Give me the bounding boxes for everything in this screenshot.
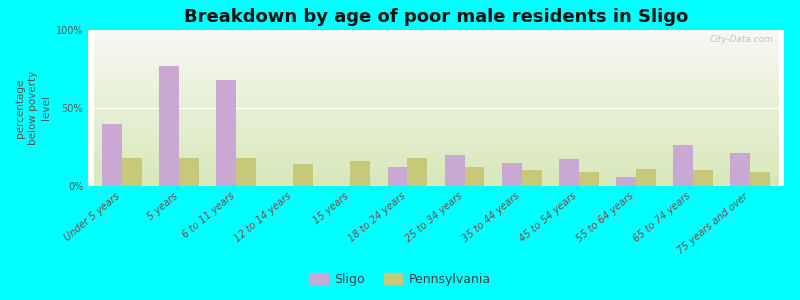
Bar [636, 169, 656, 186]
Bar [673, 146, 693, 186]
Bar [558, 160, 578, 186]
Bar [236, 158, 256, 186]
Bar [159, 66, 179, 186]
Bar [578, 172, 598, 186]
Bar [216, 80, 236, 186]
Bar [350, 161, 370, 186]
Legend: Sligo, Pennsylvania: Sligo, Pennsylvania [304, 268, 496, 291]
Bar [445, 155, 465, 186]
Bar [407, 158, 427, 186]
Bar [387, 167, 407, 186]
Bar [522, 170, 542, 186]
Text: City-Data.com: City-Data.com [710, 35, 774, 44]
Bar [465, 167, 485, 186]
Bar [102, 124, 122, 186]
Y-axis label: percentage
below poverty
level: percentage below poverty level [15, 71, 51, 145]
Bar [616, 177, 636, 186]
Bar [750, 172, 770, 186]
Bar [122, 158, 142, 186]
Bar [730, 153, 750, 186]
Bar [179, 158, 199, 186]
Bar [502, 163, 522, 186]
Title: Breakdown by age of poor male residents in Sligo: Breakdown by age of poor male residents … [184, 8, 688, 26]
Bar [693, 170, 713, 186]
Bar [294, 164, 314, 186]
